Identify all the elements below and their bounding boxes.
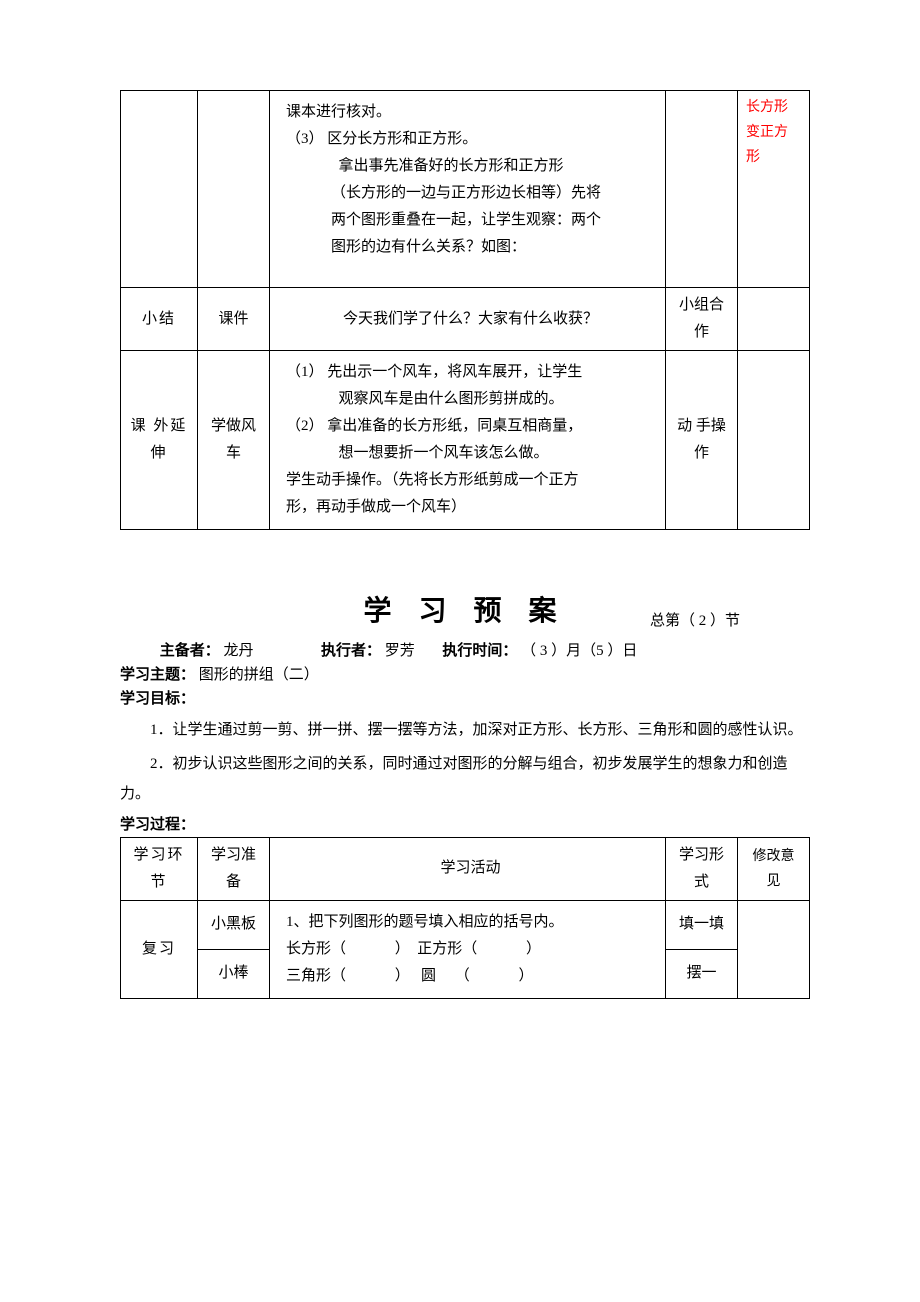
topic-value: 图形的拼组（二） — [199, 667, 319, 683]
activity-line: 课本进行核对。 — [286, 99, 655, 126]
activity-line: 拿出事先准备好的长方形和正方形 — [286, 153, 655, 180]
cell-form — [666, 91, 738, 288]
goals-block: 1．让学生通过剪一剪、拼一拼、摆一摆等方法，加深对正方形、长方形、三角形和圆的感… — [120, 715, 810, 809]
cell-prep: 小黑板 — [198, 900, 270, 949]
cell-activity: 课本进行核对。 （3） 区分长方形和正方形。 拿出事先准备好的长方形和正方形 （… — [270, 91, 666, 288]
activity-line: （3） 区分长方形和正方形。 — [286, 126, 655, 153]
goal-label: 学习目标： — [120, 687, 810, 711]
topic-line: 学习主题： 图形的拼组（二） — [120, 663, 810, 687]
cell-prep: 课件 — [198, 288, 270, 351]
author-value: 龙丹 — [224, 643, 254, 659]
topic-label: 学习主题： — [120, 667, 195, 683]
table-row: 课 外延伸 学做风车 （1） 先出示一个风车，将风车展开，让学生 观察风车是由什… — [121, 351, 810, 530]
cell-edit — [738, 351, 810, 530]
header-edit: 修改意见 — [738, 837, 810, 900]
activity-line: 想一想要折一个风车该怎么做。 — [286, 440, 655, 467]
cell-form: 动 手操作 — [666, 351, 738, 530]
table-row: 小结 课件 今天我们学了什么？大家有什么收获？ 小组合作 — [121, 288, 810, 351]
activity-line: （1） 先出示一个风车，将风车展开，让学生 — [286, 359, 655, 386]
lesson-table-2: 学习环节 学习准备 学习活动 学习形式 修改意见 复习 小黑板 1、把下列图形的… — [120, 837, 810, 999]
activity-line: 1、把下列图形的题号填入相应的括号内。 — [286, 909, 655, 936]
cell-stage — [121, 91, 198, 288]
cell-prep: 学做风车 — [198, 351, 270, 530]
goal-item-2: 2．初步认识这些图形之间的关系，同时通过对图形的分解与组合，初步发展学生的想象力… — [120, 749, 810, 809]
meta-line: 主备者： 龙丹 执行者： 罗芳 执行时间： （ 3 ）月（5 ）日 — [120, 639, 810, 663]
session-number-line: 总第（ 2 ）节 — [120, 609, 810, 633]
executor-value: 罗芳 — [385, 643, 415, 659]
header-prep: 学习准备 — [198, 837, 270, 900]
exec-time-label: 执行时间： — [442, 643, 517, 659]
header-stage: 学习环节 — [121, 837, 198, 900]
session-pre: 总第（ — [650, 613, 695, 629]
executor-label: 执行者： — [321, 643, 381, 659]
process-label: 学习过程： — [120, 813, 810, 837]
author-label: 主备者： — [160, 643, 220, 659]
header-activity: 学习活动 — [270, 837, 666, 900]
cell-edit-annotation: 长方形变正方形 — [738, 91, 810, 288]
cell-activity: 1、把下列图形的题号填入相应的括号内。 长方形（ ） 正方形（ ） 三角形（ ）… — [270, 900, 666, 998]
activity-line: 图形的边有什么关系？如图： — [286, 234, 655, 279]
activity-line: 三角形（ ） 圆 （ ） — [286, 963, 655, 990]
page-container: 课本进行核对。 （3） 区分长方形和正方形。 拿出事先准备好的长方形和正方形 （… — [0, 0, 920, 1302]
cell-prep — [198, 91, 270, 288]
activity-line: 两个图形重叠在一起，让学生观察：两个 — [286, 207, 655, 234]
activity-line: 学生动手操作。（先将长方形纸剪成一个正方 — [286, 467, 655, 494]
session-number: 2 — [699, 613, 707, 629]
activity-line: （2） 拿出准备的长方形纸，同桌互相商量， — [286, 413, 655, 440]
cell-stage: 复习 — [121, 900, 198, 998]
cell-form: 填一填 — [666, 900, 738, 949]
lesson-table-1: 课本进行核对。 （3） 区分长方形和正方形。 拿出事先准备好的长方形和正方形 （… — [120, 90, 810, 530]
cell-activity: （1） 先出示一个风车，将风车展开，让学生 观察风车是由什么图形剪拼成的。 （2… — [270, 351, 666, 530]
cell-form: 小组合作 — [666, 288, 738, 351]
activity-line: 观察风车是由什么图形剪拼成的。 — [286, 386, 655, 413]
cell-edit — [738, 900, 810, 998]
activity-line: （长方形的一边与正方形边长相等）先将 — [286, 180, 655, 207]
table-row: 复习 小黑板 1、把下列图形的题号填入相应的括号内。 长方形（ ） 正方形（ ）… — [121, 900, 810, 949]
cell-stage: 课 外延伸 — [121, 351, 198, 530]
cell-form: 摆一 — [666, 949, 738, 998]
cell-activity: 今天我们学了什么？大家有什么收获？ — [270, 288, 666, 351]
activity-line: 形，再动手做成一个风车） — [286, 494, 655, 521]
session-post: ）节 — [710, 613, 740, 629]
cell-prep: 小棒 — [198, 949, 270, 998]
cell-stage: 小结 — [121, 288, 198, 351]
cell-edit — [738, 288, 810, 351]
goal-item-1: 1．让学生通过剪一剪、拼一拼、摆一摆等方法，加深对正方形、长方形、三角形和圆的感… — [120, 715, 810, 745]
table-row: 课本进行核对。 （3） 区分长方形和正方形。 拿出事先准备好的长方形和正方形 （… — [121, 91, 810, 288]
activity-line: 长方形（ ） 正方形（ ） — [286, 936, 655, 963]
table-header-row: 学习环节 学习准备 学习活动 学习形式 修改意见 — [121, 837, 810, 900]
exec-time-value: （ 3 ）月（5 ）日 — [521, 643, 637, 659]
header-form: 学习形式 — [666, 837, 738, 900]
